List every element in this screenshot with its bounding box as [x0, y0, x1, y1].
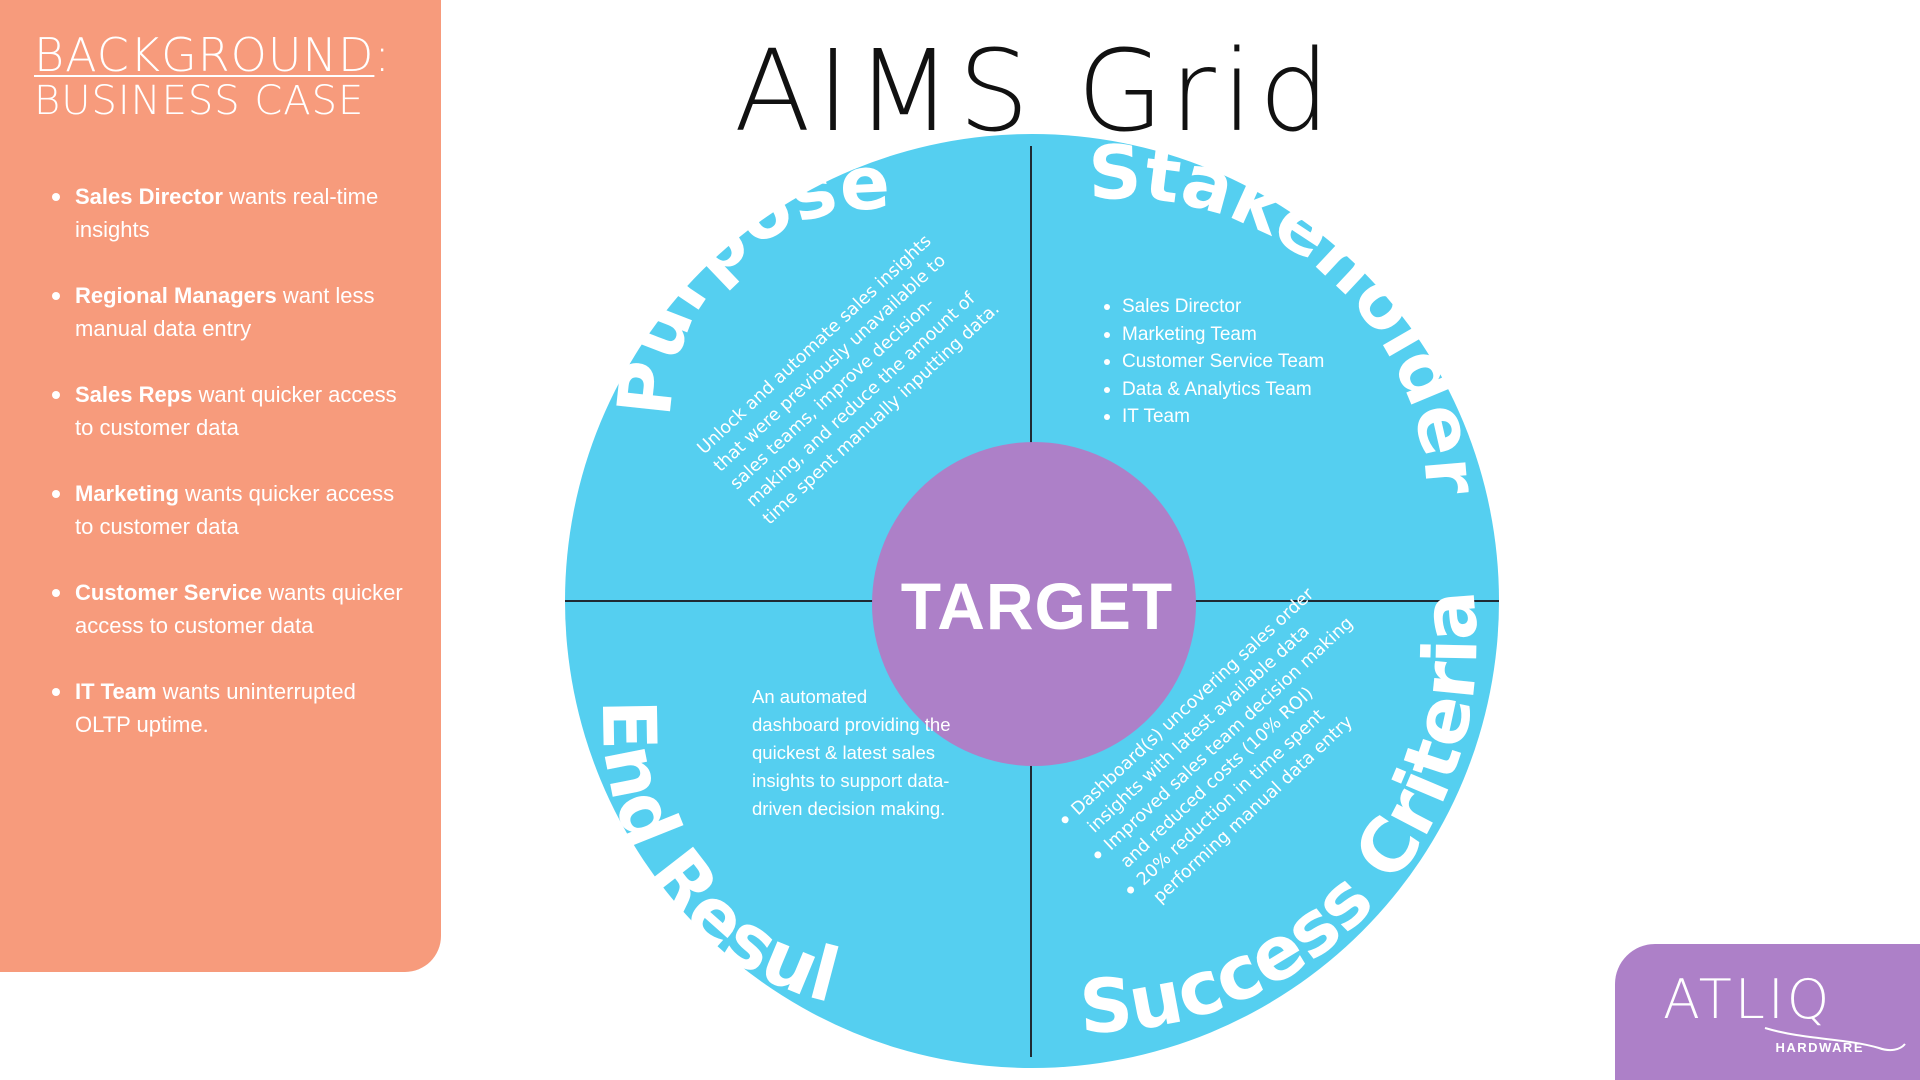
bullet [1061, 816, 1069, 824]
list-item: Sales Director [1100, 293, 1324, 321]
item-bold: Marketing [75, 481, 179, 506]
stakeholders-list: Sales Director Marketing Team Customer S… [1100, 293, 1324, 431]
heading-background: BACKGROUND [34, 28, 375, 82]
list-item: Customer Service Team [1100, 348, 1324, 376]
heading-colon: : [374, 28, 391, 82]
item-text: wants quicker access to customer data [75, 580, 403, 638]
logo-swoosh-icon [1764, 1027, 1906, 1052]
list-item: Marketing Team [1100, 321, 1324, 349]
page-title: AIMS Grid [733, 27, 1337, 157]
logo-wordmark: ATLIQ [1663, 968, 1833, 1031]
business-case-list: Sales Director wants real-time insights … [34, 180, 415, 741]
logo-subtitle: HARDWARE [1775, 1040, 1864, 1055]
list-item: Marketing wants quicker access to custom… [34, 477, 415, 543]
item-bold: IT Team [75, 679, 157, 704]
item-text: wants real-time insights [75, 184, 379, 242]
list-item: IT Team [1100, 403, 1324, 431]
item-text: want less manual data entry [75, 283, 375, 341]
heading-business-case: BUSINESS CASE [34, 78, 365, 124]
item-text: want quicker access to customer data [75, 382, 397, 440]
item-text: wants uninterrupted OLTP uptime. [75, 679, 356, 737]
list-item: IT Team wants uninterrupted OLTP uptime. [34, 675, 415, 741]
bullet [1127, 886, 1135, 894]
atliq-logo: ATLIQ HARDWARE [1615, 944, 1920, 1080]
target-label: TARGET [900, 569, 1174, 643]
item-bold: Sales Director [75, 184, 223, 209]
item-text: wants quicker access to customer data [75, 481, 395, 539]
bullet [1094, 851, 1102, 859]
list-item: Sales Reps want quicker access to custom… [34, 378, 415, 444]
list-item: Customer Service wants quicker access to… [34, 576, 415, 642]
target-circle [872, 442, 1196, 766]
list-item: Data & Analytics Team [1100, 376, 1324, 404]
list-item: Regional Managers want less manual data … [34, 279, 415, 345]
item-bold: Customer Service [75, 580, 263, 605]
background-heading: BACKGROUND: BUSINESS CASE [34, 32, 415, 124]
item-bold: Regional Managers [75, 283, 277, 308]
item-bold: Sales Reps [75, 382, 193, 407]
background-panel: BACKGROUND: BUSINESS CASE Sales Director… [0, 0, 441, 972]
end-result-description: An automated dashboard providing the qui… [752, 686, 951, 819]
list-item: Sales Director wants real-time insights [34, 180, 415, 246]
